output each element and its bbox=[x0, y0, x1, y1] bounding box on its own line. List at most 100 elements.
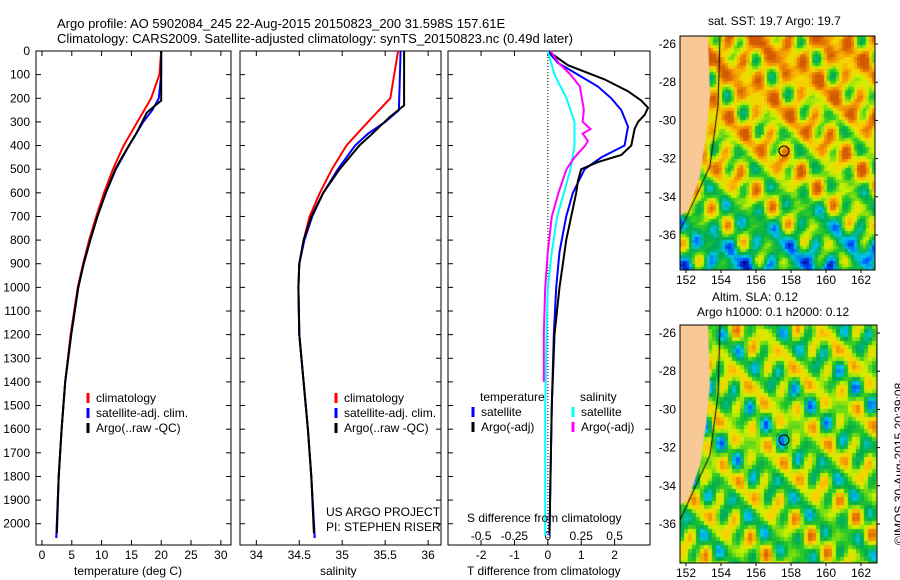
x-tick-label: 25 bbox=[184, 548, 198, 562]
y-tick-label: 2000 bbox=[3, 517, 30, 531]
legend-t-argo: Argo(-adj) bbox=[481, 420, 535, 434]
lat-tick-label: -36 bbox=[659, 517, 677, 531]
lat-tick-label: -28 bbox=[659, 75, 677, 89]
lat-tick-label: -34 bbox=[659, 190, 677, 204]
x-tick-label: 15 bbox=[125, 548, 139, 562]
lon-tick-label: 156 bbox=[746, 566, 766, 580]
sla-map bbox=[680, 325, 877, 563]
s-diff-xlabel: S difference from climatology bbox=[467, 511, 622, 525]
x-tick-label: 34 bbox=[250, 548, 264, 562]
legend-climatology: climatology bbox=[96, 391, 157, 405]
sst-map bbox=[680, 36, 875, 270]
legend-sal-climatology: climatology bbox=[344, 391, 405, 405]
argo-location-marker bbox=[778, 434, 790, 446]
lon-tick-label: 160 bbox=[816, 566, 836, 580]
x-tick-label: 35 bbox=[336, 548, 350, 562]
sla-map-title-2: Argo h1000: 0.1 h2000: 0.12 bbox=[697, 305, 850, 319]
y-tick-label: 1000 bbox=[3, 280, 30, 294]
salinity-plot-frame bbox=[239, 50, 442, 546]
temperature-xlabel: temperature (deg C) bbox=[74, 564, 183, 578]
lon-tick-label: 152 bbox=[676, 566, 696, 580]
legend-t-satellite: satellite bbox=[481, 405, 522, 419]
y-tick-label: 300 bbox=[10, 115, 30, 129]
x-tick-label: 2 bbox=[611, 548, 618, 562]
y-tick-label: 1200 bbox=[3, 328, 30, 342]
title-line-1: Argo profile: AO 5902084_245 22-Aug-2015… bbox=[57, 16, 506, 31]
lat-tick-label: -30 bbox=[659, 402, 677, 416]
s-tick-label: 0 bbox=[544, 529, 551, 543]
x-tick-label: 20 bbox=[155, 548, 169, 562]
temperature-plot-frame bbox=[35, 50, 232, 546]
series-argo-raw-qc- bbox=[297, 51, 406, 534]
argo-location-marker bbox=[778, 145, 790, 157]
x-tick-label: 0 bbox=[39, 548, 46, 562]
lon-tick-label: 162 bbox=[851, 566, 871, 580]
y-tick-label: 200 bbox=[10, 91, 30, 105]
sla-map-title-1: Altim. SLA: 0.12 bbox=[712, 290, 799, 304]
y-tick-label: 1800 bbox=[3, 469, 30, 483]
y-tick-label: 1600 bbox=[3, 422, 30, 436]
x-tick-label: 35.5 bbox=[373, 548, 397, 562]
legend-s-satellite: satellite bbox=[581, 405, 622, 419]
lon-tick-label: 156 bbox=[746, 273, 766, 287]
y-tick-label: 1500 bbox=[3, 399, 30, 413]
legend-argo: Argo(..raw -QC) bbox=[96, 421, 181, 435]
y-tick-label: 600 bbox=[10, 186, 30, 200]
series-t-argo-adj- bbox=[547, 50, 650, 534]
sst-map-frame bbox=[679, 35, 876, 271]
lon-tick-label: 162 bbox=[851, 273, 871, 287]
x-tick-label: 36 bbox=[421, 548, 435, 562]
s-tick-label: -0.25 bbox=[501, 529, 529, 543]
s-tick-label: 0.25 bbox=[570, 529, 594, 543]
x-tick-label: 10 bbox=[95, 548, 109, 562]
sst-map-title: sat. SST: 19.7 Argo: 19.7 bbox=[708, 14, 841, 28]
s-tick-label: -0.5 bbox=[471, 529, 492, 543]
lat-tick-label: -28 bbox=[659, 364, 677, 378]
lat-tick-label: -34 bbox=[659, 479, 677, 493]
lat-tick-label: -32 bbox=[659, 152, 677, 166]
x-tick-label: -2 bbox=[476, 548, 487, 562]
y-tick-label: 400 bbox=[10, 139, 30, 153]
lon-tick-label: 152 bbox=[676, 273, 696, 287]
y-tick-label: 900 bbox=[10, 257, 30, 271]
legend-sal-argo: Argo(..raw -QC) bbox=[344, 421, 429, 435]
y-tick-label: 1100 bbox=[4, 304, 30, 318]
x-tick-label: 30 bbox=[214, 548, 228, 562]
title-line-2: Climatology: CARS2009. Satellite-adjuste… bbox=[57, 31, 573, 46]
s-tick-label: 0.5 bbox=[606, 529, 623, 543]
series-s-argo-adj- bbox=[542, 50, 593, 382]
lon-tick-label: 158 bbox=[781, 566, 801, 580]
legend-s-argo: Argo(-adj) bbox=[581, 420, 635, 434]
y-tick-label: 100 bbox=[10, 68, 30, 82]
y-tick-label: 1900 bbox=[3, 493, 30, 507]
y-tick-label: 1400 bbox=[3, 375, 30, 389]
legend-sal-satellite: satellite-adj. clim. bbox=[344, 406, 437, 420]
legend-satellite: satellite-adj. clim. bbox=[96, 406, 189, 420]
lon-tick-label: 154 bbox=[711, 273, 731, 287]
lat-tick-label: -26 bbox=[659, 326, 677, 340]
legend-header-salinity: salinity bbox=[580, 390, 617, 404]
y-tick-label: 800 bbox=[10, 233, 30, 247]
credit-project: US ARGO PROJECT bbox=[326, 505, 441, 519]
copyright: ©IMOS 30-Aug-2015 20:39:08 bbox=[892, 382, 900, 545]
y-tick-label: 700 bbox=[10, 209, 30, 223]
credit-pi: PI: STEPHEN RISER bbox=[326, 520, 441, 534]
legend-header-temperature: temperature bbox=[480, 390, 545, 404]
lat-tick-label: -32 bbox=[659, 441, 677, 455]
x-tick-label: 0 bbox=[544, 548, 551, 562]
y-tick-label: 0 bbox=[23, 44, 30, 58]
series-s-satellite bbox=[544, 50, 576, 536]
lon-tick-label: 154 bbox=[711, 566, 731, 580]
y-tick-label: 500 bbox=[10, 162, 30, 176]
x-tick-label: 1 bbox=[578, 548, 585, 562]
salinity-xlabel: salinity bbox=[320, 564, 357, 578]
lat-tick-label: -30 bbox=[659, 113, 677, 127]
x-tick-label: -1 bbox=[509, 548, 520, 562]
lat-tick-label: -26 bbox=[659, 37, 677, 51]
x-tick-label: 5 bbox=[68, 548, 75, 562]
y-tick-label: 1700 bbox=[3, 446, 30, 460]
series-argo-raw-qc- bbox=[55, 51, 163, 534]
